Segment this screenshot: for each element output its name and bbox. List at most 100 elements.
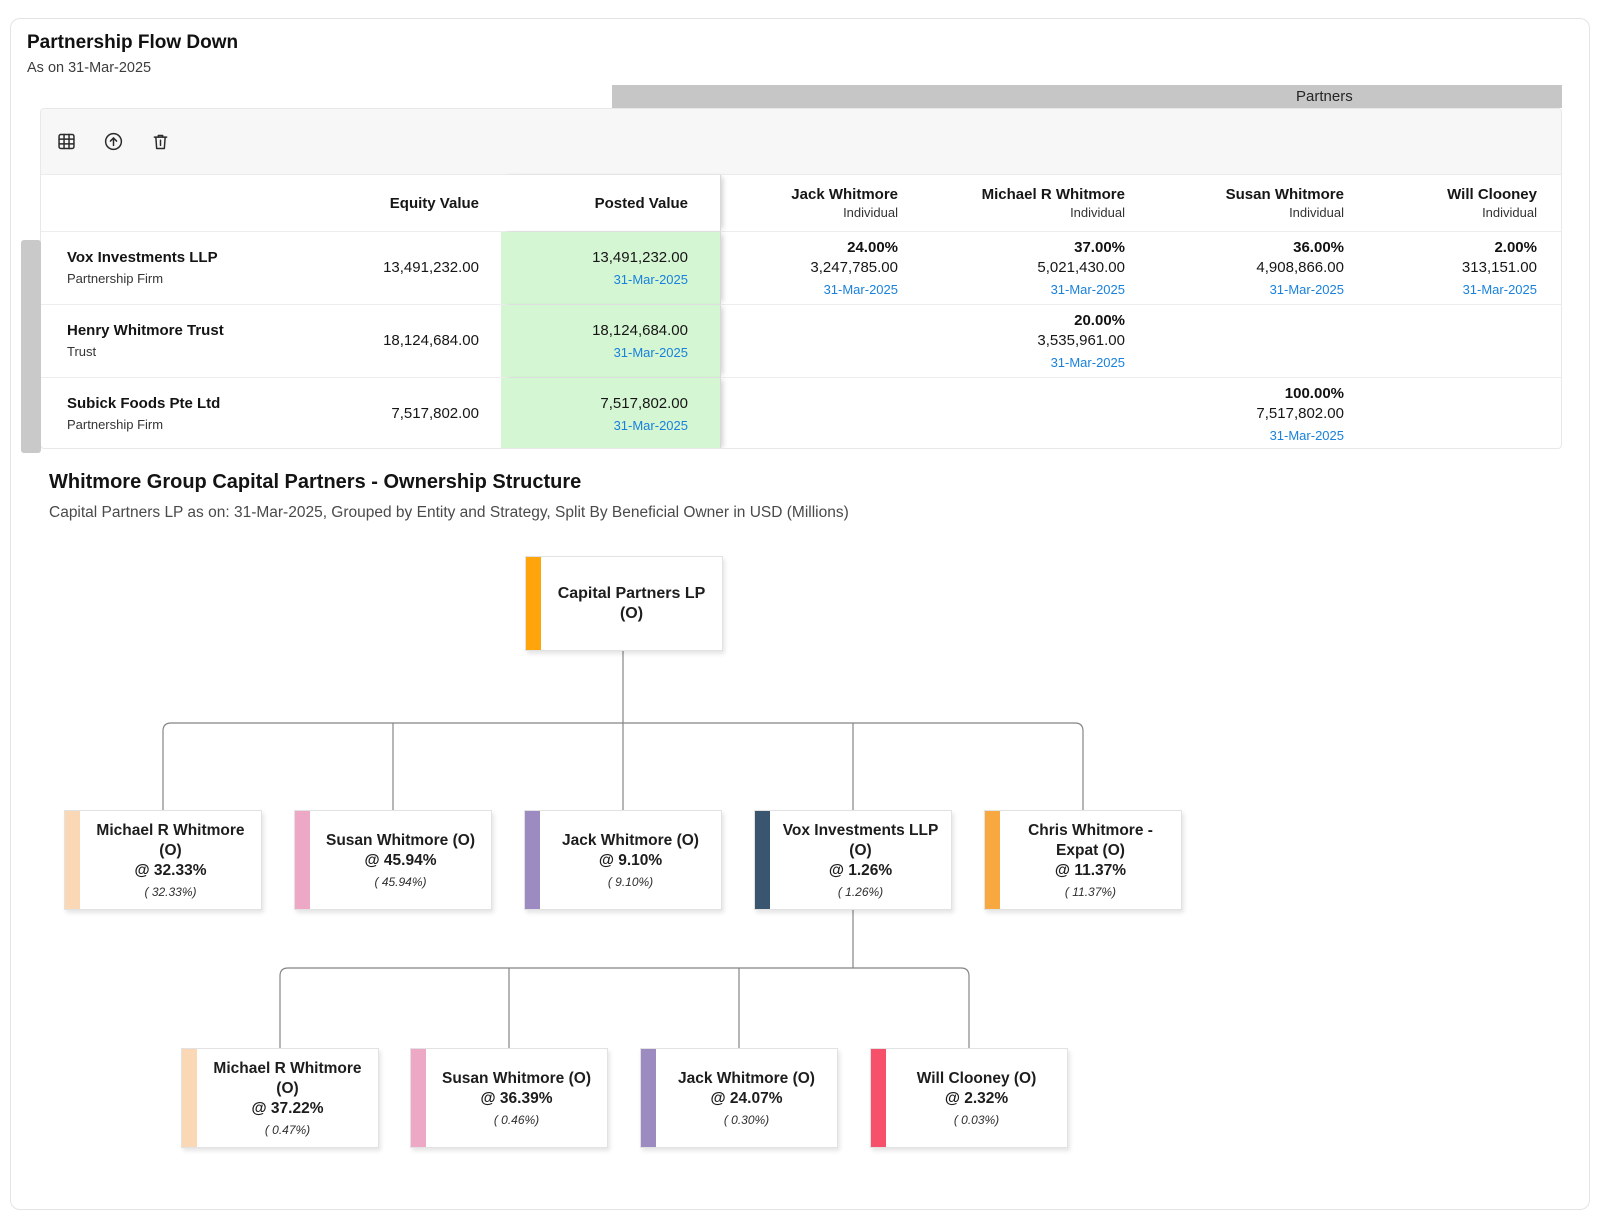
equity-value-cell: 18,124,684.00 <box>383 332 479 349</box>
posted-value-cell[interactable]: 13,491,232.00 31-Mar-2025 <box>501 232 721 304</box>
chart-title: Whitmore Group Capital Partners - Owners… <box>49 471 582 493</box>
partner-column-header-jack: Jack Whitmore Individual <box>791 185 898 220</box>
equity-value-cell: 13,491,232.00 <box>383 259 479 276</box>
node-ownership-pct: @ 1.26% <box>828 862 893 879</box>
node-effective-pct: ( 1.26%) <box>837 885 884 899</box>
table-row: Subick Foods Pte Ltd Partnership Firm 7,… <box>41 377 1561 448</box>
partner-cell: 20.00% 3,535,961.00 31-Mar-2025 <box>1037 311 1125 370</box>
node-ownership-pct: @ 9.10% <box>598 852 663 869</box>
posted-date-link[interactable]: 31-Mar-2025 <box>613 271 688 287</box>
node-effective-pct: ( 0.46%) <box>493 1113 540 1127</box>
partner-cell: 24.00% 3,247,785.00 31-Mar-2025 <box>810 238 898 297</box>
partners-band-label: Partners <box>1296 88 1353 105</box>
value-date-link[interactable]: 31-Mar-2025 <box>1050 354 1125 370</box>
node-name: Chris Whitmore - Expat (O) <box>1028 822 1153 859</box>
flow-down-table: Equity Value Posted Value Jack Whitmore … <box>40 108 1562 449</box>
node-name: Jack Whitmore (O) <box>562 832 699 849</box>
node-color-stripe <box>871 1049 886 1147</box>
node-ownership-pct: @ 32.33% <box>134 862 207 879</box>
partners-group-band: Partners <box>612 85 1562 108</box>
node-ownership-pct: @ 2.32% <box>944 1090 1009 1107</box>
org-node-root[interactable]: Capital Partners LP (O) <box>525 556 723 651</box>
equity-value-cell: 7,517,802.00 <box>391 405 479 422</box>
table-columns-icon[interactable] <box>54 130 78 154</box>
node-color-stripe <box>526 557 541 650</box>
node-color-stripe <box>182 1049 197 1147</box>
node-effective-pct: ( 0.03%) <box>953 1113 1000 1127</box>
partner-cell: 36.00% 4,908,866.00 31-Mar-2025 <box>1256 238 1344 297</box>
node-ownership-pct: @ 11.37% <box>1054 862 1127 879</box>
value-date-link[interactable]: 31-Mar-2025 <box>1050 281 1125 297</box>
chart-subtitle: Capital Partners LP as on: 31-Mar-2025, … <box>49 504 849 521</box>
node-color-stripe <box>755 811 770 909</box>
node-name: Will Clooney (O) <box>916 1070 1037 1087</box>
partner-cell-empty <box>721 378 921 448</box>
trash-icon[interactable] <box>148 130 172 154</box>
table-toolbar <box>41 109 1561 175</box>
node-effective-pct: ( 32.33%) <box>144 885 197 899</box>
node-color-stripe <box>525 811 540 909</box>
partner-cell-empty <box>1361 378 1561 448</box>
entity-cell: Subick Foods Pte Ltd Partnership Firm <box>67 395 221 432</box>
page-title: Partnership Flow Down <box>27 32 239 53</box>
node-color-stripe <box>985 811 1000 909</box>
equity-value-header: Equity Value <box>389 194 479 212</box>
node-name: Vox Investments LLP (O) <box>782 822 939 859</box>
org-node[interactable]: Will Clooney (O) @ 2.32% ( 0.03%) <box>870 1048 1068 1148</box>
org-node[interactable]: Jack Whitmore (O) @ 9.10% ( 9.10%) <box>524 810 722 910</box>
value-date-link[interactable]: 31-Mar-2025 <box>1269 427 1344 443</box>
page-subtitle: As on 31-Mar-2025 <box>27 60 152 76</box>
node-name: Jack Whitmore (O) <box>678 1070 815 1087</box>
org-node[interactable]: Michael R Whitmore (O) @ 32.33% ( 32.33%… <box>64 810 262 910</box>
vertical-scrollbar[interactable] <box>21 240 41 453</box>
org-node[interactable]: Michael R Whitmore (O) @ 37.22% ( 0.47%) <box>181 1048 379 1148</box>
posted-date-link[interactable]: 31-Mar-2025 <box>613 417 688 433</box>
entity-column-header <box>41 175 251 231</box>
node-name: Michael R Whitmore (O) <box>213 1060 362 1097</box>
org-node[interactable]: Chris Whitmore - Expat (O) @ 11.37% ( 11… <box>984 810 1182 910</box>
node-name: Susan Whitmore (O) <box>442 1070 591 1087</box>
value-date-link[interactable]: 31-Mar-2025 <box>1462 281 1537 297</box>
node-color-stripe <box>295 811 310 909</box>
partner-cell: 37.00% 5,021,430.00 31-Mar-2025 <box>1037 238 1125 297</box>
partner-cell-empty <box>1361 305 1561 377</box>
org-node[interactable]: Vox Investments LLP (O) @ 1.26% ( 1.26%) <box>754 810 952 910</box>
partner-cell-empty <box>921 378 1141 448</box>
value-date-link[interactable]: 31-Mar-2025 <box>823 281 898 297</box>
node-effective-pct: ( 0.47%) <box>264 1123 311 1137</box>
org-node[interactable]: Jack Whitmore (O) @ 24.07% ( 0.30%) <box>640 1048 838 1148</box>
partner-column-header-will: Will Clooney Individual <box>1447 185 1537 220</box>
node-color-stripe <box>641 1049 656 1147</box>
org-node[interactable]: Susan Whitmore (O) @ 36.39% ( 0.46%) <box>410 1048 608 1148</box>
node-ownership-pct: @ 24.07% <box>710 1090 783 1107</box>
entity-cell: Henry Whitmore Trust Trust <box>67 322 224 359</box>
value-date-link[interactable]: 31-Mar-2025 <box>1269 281 1344 297</box>
table-row: Henry Whitmore Trust Trust 18,124,684.00… <box>41 304 1561 377</box>
node-ownership-pct: @ 36.39% <box>480 1090 553 1107</box>
org-node[interactable]: Susan Whitmore (O) @ 45.94% ( 45.94%) <box>294 810 492 910</box>
node-effective-pct: ( 9.10%) <box>607 875 654 889</box>
node-ownership-pct: @ 37.22% <box>251 1100 324 1117</box>
partner-column-header-susan: Susan Whitmore Individual <box>1225 185 1344 220</box>
partner-column-header-michael: Michael R Whitmore Individual <box>981 185 1125 220</box>
node-effective-pct: ( 45.94%) <box>374 875 427 889</box>
node-color-stripe <box>411 1049 426 1147</box>
posted-value-header: Posted Value <box>501 175 721 231</box>
partner-cell-empty <box>721 305 921 377</box>
node-effective-pct: ( 0.30%) <box>723 1113 770 1127</box>
upload-circle-icon[interactable] <box>101 130 125 154</box>
node-name: Michael R Whitmore (O) <box>96 822 245 859</box>
partner-cell-empty <box>1141 305 1361 377</box>
posted-value-cell[interactable]: 18,124,684.00 31-Mar-2025 <box>501 305 721 377</box>
node-name: Susan Whitmore (O) <box>326 832 475 849</box>
posted-date-link[interactable]: 31-Mar-2025 <box>613 344 688 360</box>
table-row: Vox Investments LLP Partnership Firm 13,… <box>41 231 1561 304</box>
node-name: Capital Partners LP (O) <box>557 584 706 622</box>
node-ownership-pct: @ 45.94% <box>364 852 437 869</box>
posted-value-cell[interactable]: 7,517,802.00 31-Mar-2025 <box>501 378 721 448</box>
table-header-row: Equity Value Posted Value Jack Whitmore … <box>41 175 1561 231</box>
node-color-stripe <box>65 811 80 909</box>
node-effective-pct: ( 11.37%) <box>1064 885 1117 899</box>
partner-cell: 2.00% 313,151.00 31-Mar-2025 <box>1461 238 1537 297</box>
partner-cell: 100.00% 7,517,802.00 31-Mar-2025 <box>1256 384 1344 443</box>
